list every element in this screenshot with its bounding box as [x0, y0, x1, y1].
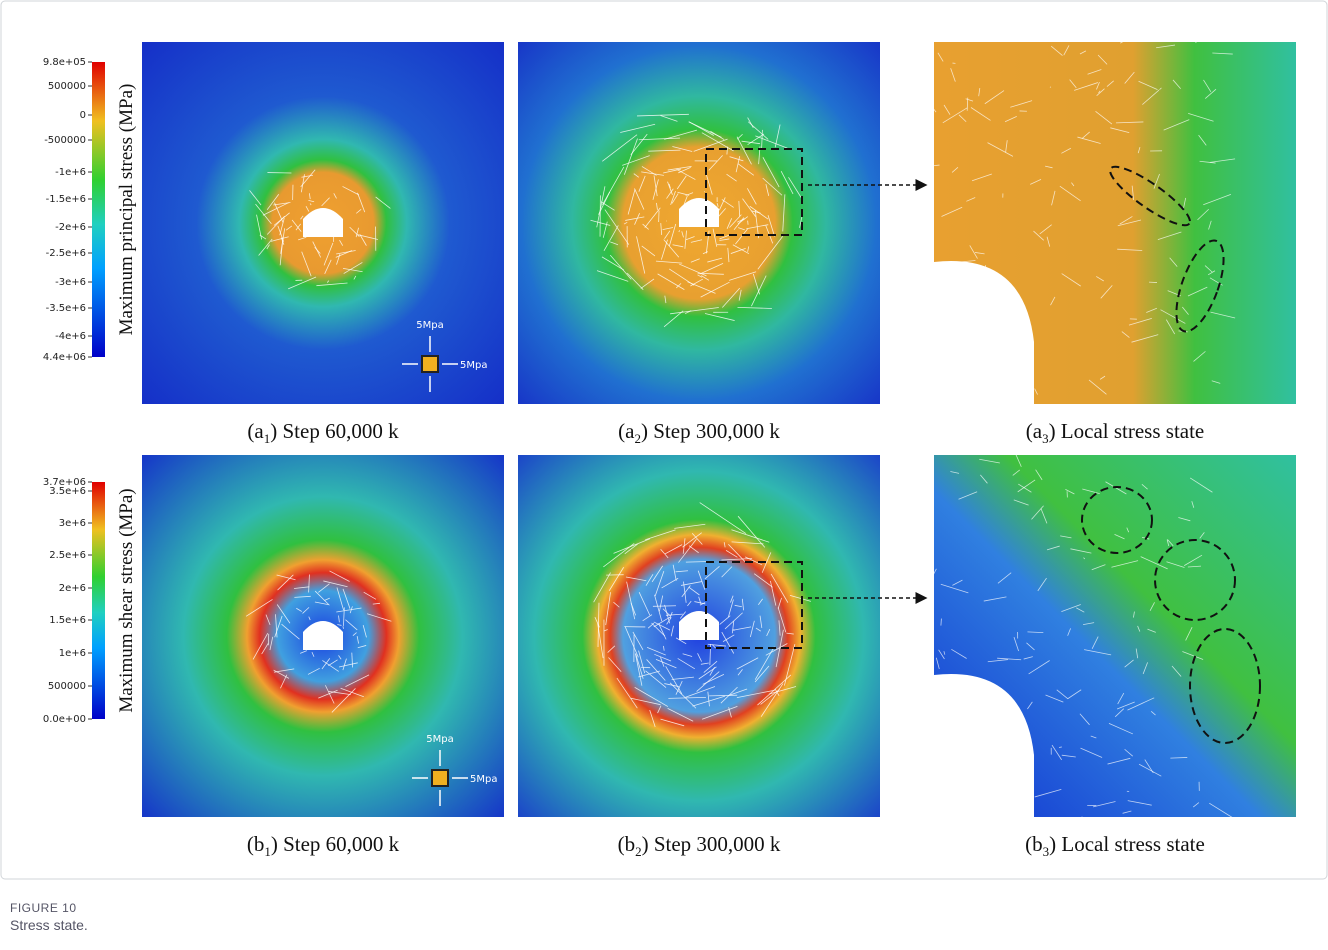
- caption-text: ) Step 300,000 k: [641, 419, 780, 443]
- colorbar-tick-label: 2.5e+6: [49, 550, 86, 561]
- panel-caption: (a1) Step 60,000 k: [247, 419, 399, 446]
- colorbar-tick-label: -3.5e+6: [46, 303, 86, 314]
- caption-letter: (a: [618, 419, 635, 443]
- colorbar-tick-label: 1.5e+6: [49, 615, 86, 626]
- load-label: 5Mpa: [426, 734, 453, 745]
- figure-caption: Stress state.: [10, 917, 88, 933]
- colorbar: [92, 62, 105, 357]
- colorbar-tick-label: 500000: [48, 81, 86, 92]
- load-label: 5Mpa: [460, 360, 487, 371]
- crack: [1059, 747, 1062, 748]
- figure-label: FIGURE 10: [10, 901, 77, 915]
- colorbar: [92, 482, 105, 719]
- colorbar-title: Maximum shear stress (MPa): [116, 488, 137, 712]
- panel-caption: (a3) Local stress state: [1026, 419, 1205, 446]
- load-label: 5Mpa: [470, 774, 497, 785]
- panel-caption: (a2) Step 300,000 k: [618, 419, 780, 446]
- colorbar-tick-label: 4.4e+06: [43, 352, 86, 363]
- colorbar-tick-label: 0: [80, 110, 86, 121]
- caption-letter: (a: [1026, 419, 1043, 443]
- caption-text: ) Step 60,000 k: [270, 419, 399, 443]
- colorbar-title: Maximum principal stress (MPa): [116, 84, 137, 336]
- crack: [1082, 817, 1087, 823]
- caption-letter: (b: [247, 832, 265, 856]
- caption-text: ) Step 60,000 k: [271, 832, 400, 856]
- colorbar-tick-label: -500000: [44, 135, 86, 146]
- panel-caption: (b3) Local stress state: [1025, 832, 1205, 859]
- caption-letter: (b: [618, 832, 636, 856]
- panel-caption: (b1) Step 60,000 k: [247, 832, 400, 859]
- colorbar-tick-label: 2e+6: [59, 583, 86, 594]
- crack: [1050, 87, 1051, 88]
- colorbar-tick-label: -2e+6: [55, 222, 86, 233]
- crack: [343, 626, 344, 629]
- colorbar-tick-label: 3.5e+6: [49, 486, 86, 497]
- colorbar-tick-label: 500000: [48, 681, 86, 692]
- figure: 9.8e+05 500000 0 -500000 -1e+6 -1.5e+6 -2e+6 -2…: [0, 0, 1328, 950]
- panel-caption: (b2) Step 300,000 k: [618, 832, 781, 859]
- load-square: [422, 356, 438, 372]
- colorbar-tick-label: 3e+6: [59, 518, 86, 529]
- caption-text: ) Step 300,000 k: [642, 832, 781, 856]
- colorbar-tick-label: 1e+6: [59, 648, 86, 659]
- load-square: [432, 770, 448, 786]
- caption-text: ) Local stress state: [1049, 419, 1205, 443]
- colorbar-tick-label: -2.5e+6: [46, 248, 86, 259]
- colorbar-tick-label: -3e+6: [55, 277, 86, 288]
- colorbar-tick-label: -1e+6: [55, 167, 86, 178]
- caption-text: ) Local stress state: [1049, 832, 1205, 856]
- colorbar-tick-label: -4e+6: [55, 331, 86, 342]
- crack: [941, 619, 942, 626]
- caption-letter: (b: [1025, 832, 1043, 856]
- colorbar-tick-label: 9.8e+05: [43, 57, 86, 68]
- colorbar-tick-label: -1.5e+6: [46, 194, 86, 205]
- panels: 9.8e+05 500000 0 -500000 -1e+6 -1.5e+6 -2e+6 -2…: [43, 37, 1296, 859]
- colorbar-tick-label: 0.0e+00: [43, 714, 86, 725]
- caption-letter: (a: [247, 419, 264, 443]
- load-label: 5Mpa: [416, 320, 443, 331]
